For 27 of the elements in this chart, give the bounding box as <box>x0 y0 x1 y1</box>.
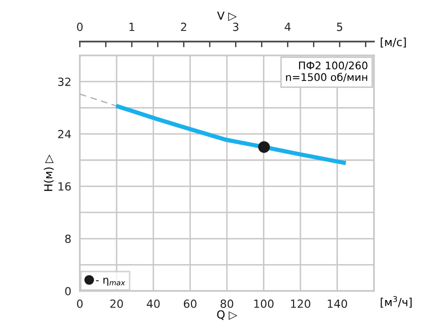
y-tick-label: 32 <box>58 78 70 86</box>
y-tick-label: 8 <box>65 234 71 244</box>
x-tick-label: 0 <box>77 300 83 308</box>
x-tick-label: 80 <box>220 300 234 308</box>
y-tick-label: 16 <box>58 182 71 191</box>
x-axis-title: Q ▷ <box>217 310 238 320</box>
x2-tick-label: 2 <box>181 22 186 31</box>
x-tick-label: 140 <box>328 300 348 308</box>
x2-tick-label: 3 <box>233 22 238 32</box>
x2-axis-title: V ▷ <box>217 12 237 22</box>
text: [м/с] <box>380 38 406 48</box>
legend-label: - η$_{max}$ <box>96 278 126 286</box>
x2-tick-label: 5 <box>336 22 342 32</box>
y-tick-label: 24 <box>58 130 71 138</box>
x-tick-label: 40 <box>146 300 160 308</box>
y-tick-label: 0 <box>65 286 71 296</box>
x2-tick-label: 1 <box>129 22 134 31</box>
x-tick-label: 60 <box>184 300 196 308</box>
x-tick-label: 120 <box>291 300 310 308</box>
x2-tick-label: 4 <box>284 22 291 31</box>
line-series <box>116 104 346 165</box>
y-axis-title: H(м) ▷ <box>44 154 54 191</box>
x2-tick-label: 0 <box>77 22 83 32</box>
text: [м$^{3}$/ч] <box>380 296 412 308</box>
annotation: ПФ2 100/260 n=1500 об/мин <box>286 62 368 82</box>
x-tick-label: 20 <box>110 300 123 308</box>
x-tick-label: 100 <box>254 300 274 308</box>
